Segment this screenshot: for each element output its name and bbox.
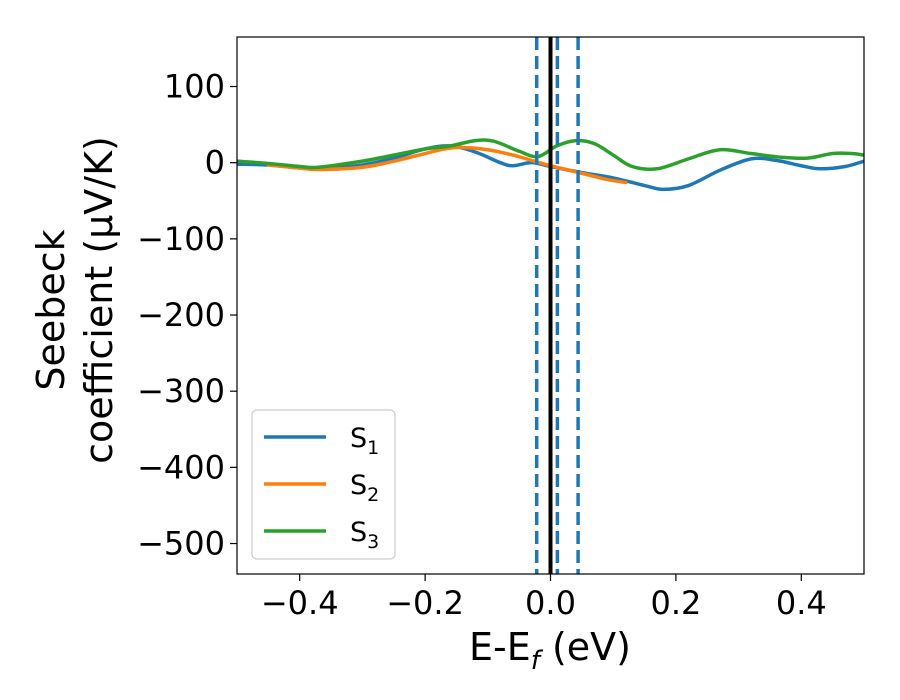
y-tick-label: −500 [137,525,225,563]
x-tick-label: 0.4 [776,584,827,622]
y-tick-label: −100 [137,220,225,258]
x-axis-label: E-Ef (eV) [469,625,631,676]
series-line-s3 [237,138,864,172]
y-axis-label: Seebeck coefficient (μV/K) [29,136,121,464]
y-axis-label-line2: coefficient (μV/K) [77,136,121,464]
y-tick-label: 0 [205,144,225,182]
y-axis: 100 0 −100 −200 −300 −400 −500 [137,68,237,563]
legend: S1 S2 S3 [251,409,396,560]
x-tick-label: 0.2 [650,584,701,622]
x-tick-label: −0.2 [386,584,464,622]
x-tick-label: 0.0 [525,584,576,622]
y-tick-label: −300 [137,372,225,410]
legend-label-s2: S2 [350,470,379,506]
y-tick-label: 100 [164,68,225,106]
y-axis-label-line1: Seebeck [29,229,73,390]
x-axis: −0.4 −0.2 0.0 0.2 0.4 [261,574,827,622]
x-tick-label: −0.4 [261,584,339,622]
series-line-s2 [266,145,628,185]
legend-label-s3: S3 [350,517,379,553]
legend-label-s1: S1 [350,423,379,459]
y-tick-label: −200 [137,296,225,334]
y-tick-label: −400 [137,448,225,486]
vline-layer [534,37,580,574]
